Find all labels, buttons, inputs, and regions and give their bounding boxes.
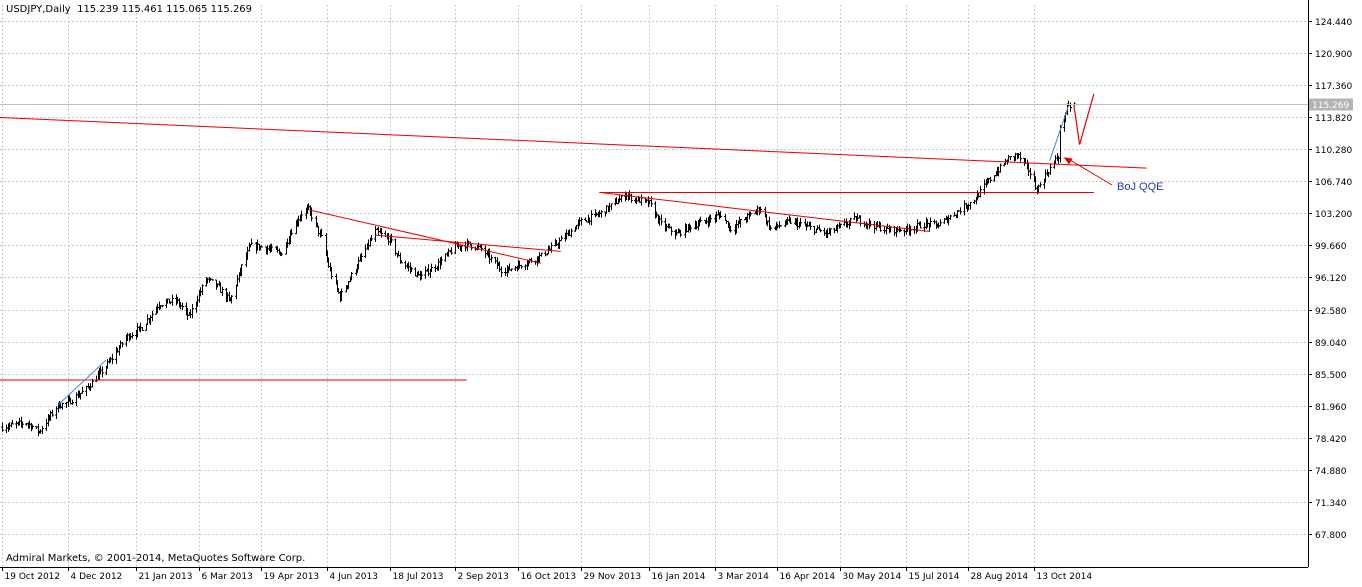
y-tick-label: 67.800 xyxy=(1315,531,1347,541)
x-tick-label: 16 Oct 2013 xyxy=(521,572,577,582)
annotation-arrow-line xyxy=(1068,158,1113,186)
y-tick-label: 117.360 xyxy=(1315,82,1352,92)
trendline xyxy=(375,234,561,252)
annotation-arrow-head xyxy=(1063,157,1073,165)
x-tick-label: 30 May 2014 xyxy=(843,572,902,582)
projection-leg xyxy=(1049,106,1069,162)
projection-zigzag xyxy=(1073,93,1095,145)
x-tick-label: 16 Jan 2014 xyxy=(652,572,706,582)
x-tick-label: 16 Apr 2014 xyxy=(780,572,836,582)
x-tick-label: 6 Mar 2013 xyxy=(202,572,253,582)
y-tick-label: 92.580 xyxy=(1315,307,1347,317)
last-price-label: 115.269 xyxy=(1312,101,1349,111)
last-price-tag xyxy=(1309,98,1353,111)
y-tick-label: 110.280 xyxy=(1315,146,1352,156)
x-tick-label: 29 Nov 2013 xyxy=(584,572,642,582)
x-tick-label: 18 Jul 2013 xyxy=(393,572,444,582)
x-tick-label: 13 Oct 2014 xyxy=(1037,572,1093,582)
chart-frame xyxy=(0,0,1309,568)
grid xyxy=(0,5,1308,567)
copyright-notice: Admiral Markets, © 2001-2014, MetaQuotes… xyxy=(6,553,306,564)
projection-leg xyxy=(57,359,107,406)
x-tick-label: 3 Mar 2014 xyxy=(718,572,770,582)
ohlc-values: 115.239 115.461 115.065 115.269 xyxy=(77,4,253,15)
y-tick-label: 71.340 xyxy=(1315,499,1347,509)
y-tick-label: 74.880 xyxy=(1315,467,1347,477)
x-tick-label: 4 Dec 2012 xyxy=(71,572,123,582)
x-tick-label: 15 Jul 2014 xyxy=(909,572,960,582)
y-tick-label: 113.820 xyxy=(1315,114,1352,124)
trendline xyxy=(308,209,541,264)
y-tick-label: 99.660 xyxy=(1315,242,1347,252)
annotations: BoJ QQE xyxy=(1063,157,1163,193)
annotation-label: BoJ QQE xyxy=(1117,181,1163,193)
x-tick-label: 28 Aug 2014 xyxy=(971,572,1029,582)
y-tick-label: 85.500 xyxy=(1315,371,1347,381)
symbol-info: USDJPY,Daily 115.239 115.461 115.065 115… xyxy=(6,4,252,15)
y-tick-label: 120.900 xyxy=(1315,50,1352,60)
y-tick-label: 124.440 xyxy=(1315,18,1352,28)
price-axis: 124.440 120.900 117.360 113.820 110.280 106.7… xyxy=(1308,18,1353,541)
price-bars xyxy=(1,100,1076,437)
y-tick-label: 106.740 xyxy=(1315,178,1352,188)
y-tick-label: 89.040 xyxy=(1315,339,1347,349)
y-tick-label: 103.200 xyxy=(1315,210,1352,220)
x-tick-label: 19 Oct 2012 xyxy=(5,572,61,582)
trendline xyxy=(0,117,1147,169)
symbol-label: USDJPY,Daily xyxy=(6,4,71,15)
x-tick-label: 21 Jan 2013 xyxy=(139,572,193,582)
trendlines xyxy=(0,93,1308,406)
x-tick-label: 4 Jun 2013 xyxy=(330,572,378,582)
y-tick-label: 81.960 xyxy=(1315,403,1347,413)
y-tick-label: 96.120 xyxy=(1315,274,1347,284)
x-tick-label: 2 Sep 2013 xyxy=(458,572,509,582)
y-tick-label: 78.420 xyxy=(1315,435,1347,445)
x-tick-label: 19 Apr 2013 xyxy=(264,572,320,582)
trendline xyxy=(600,192,931,232)
time-axis: 19 Oct 2012 4 Dec 2012 21 Jan 2013 6 Mar 20… xyxy=(2,567,1093,582)
